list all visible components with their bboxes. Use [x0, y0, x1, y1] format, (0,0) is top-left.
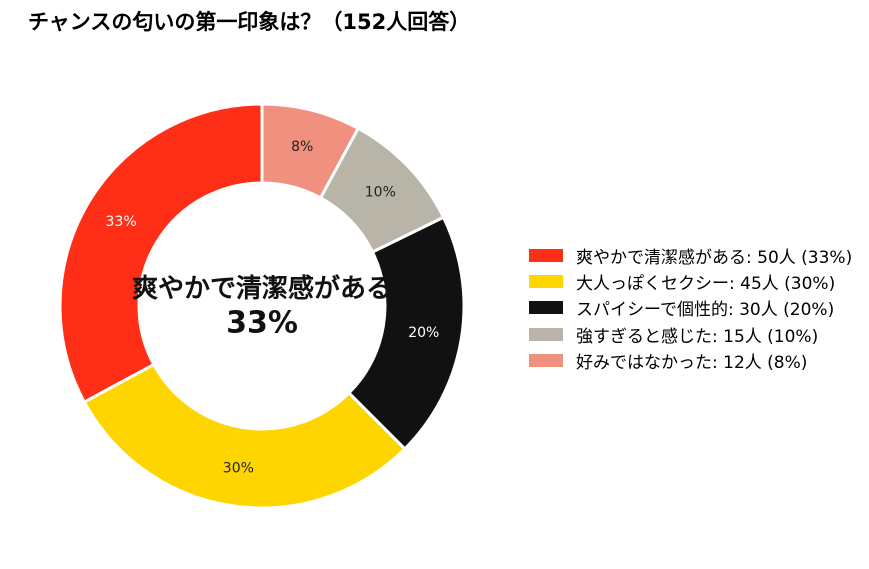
legend-label: 大人っぽくセクシー: 45人 (30%) — [576, 274, 836, 295]
slice-percent-label-2: 30% — [223, 460, 254, 476]
donut-slice-3 — [346, 215, 466, 451]
chart-legend: 爽やかで清潔感がある: 50人 (33%) 大人っぽくセクシー: 45人 (30%… — [529, 242, 852, 374]
legend-item-4: 強すぎると感じた: 15人 (10%) — [529, 321, 852, 347]
center-category-label: 爽やかで清潔感がある — [132, 273, 392, 304]
legend-swatch — [529, 248, 563, 262]
center-percent-label: 33% — [226, 306, 298, 341]
legend-swatch — [529, 354, 563, 368]
slice-percent-label-4: 10% — [365, 184, 396, 200]
legend-swatch — [529, 275, 563, 289]
legend-item-5: 好みではなかった: 12人 (8%) — [529, 348, 852, 374]
legend-item-3: スパイシーで個性的: 30人 (20%) — [529, 295, 852, 321]
legend-label: スパイシーで個性的: 30人 (20%) — [576, 300, 835, 321]
slice-percent-label-3: 20% — [408, 325, 439, 341]
slice-percent-label-5: 8% — [291, 139, 313, 155]
legend-swatch — [529, 327, 563, 341]
legend-swatch — [529, 301, 563, 315]
legend-label: 爽やかで清潔感がある: 50人 (33%) — [576, 247, 853, 268]
legend-label: 強すぎると感じた: 15人 (10%) — [576, 326, 819, 347]
chart-title: チャンスの匂いの第一印象は？（152人回答） — [28, 10, 471, 34]
legend-label: 好みではなかった: 12人 (8%) — [576, 353, 808, 374]
legend-item-2: 大人っぽくセクシー: 45人 (30%) — [529, 268, 852, 294]
donut-slice-5 — [260, 102, 361, 200]
donut-slice-1 — [58, 102, 264, 405]
slice-percent-label-1: 33% — [106, 214, 137, 230]
donut-slice-2 — [82, 362, 407, 510]
legend-item-1: 爽やかで清潔感がある: 50人 (33%) — [529, 242, 852, 268]
